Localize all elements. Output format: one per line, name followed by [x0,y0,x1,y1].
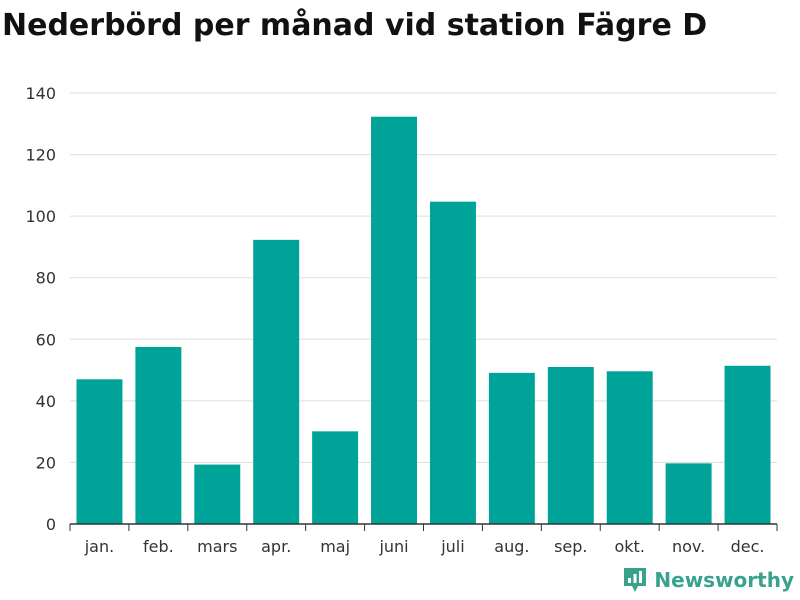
bar-chart-icon [624,568,647,592]
x-axis: jan. feb. mars apr. maj juni juli aug. sep. okt. n… [69,523,778,556]
x-tick-label: juli [440,537,464,556]
bar [253,239,300,525]
x-tick-label: sep. [554,537,587,556]
x-tick-label: aug. [494,537,529,556]
brand-name: Newsworthy [654,568,794,592]
y-tick-label: 80 [36,269,56,288]
x-tick-label: feb. [143,537,174,556]
bar [312,431,359,524]
y-tick-label: 100 [25,207,56,226]
bar [429,201,476,524]
x-tick-label: jan. [84,537,114,556]
bar [76,379,123,524]
bar [194,464,241,524]
bar [724,365,771,524]
x-tick-label: mars [197,537,237,556]
bar [135,346,182,524]
y-tick-label: 20 [36,453,56,472]
x-tick-label: maj [320,537,350,556]
x-tick-label: dec. [731,537,765,556]
y-tick-label: 40 [36,392,56,411]
chart-title: Nederbörd per månad vid station Fägre D [2,8,708,43]
x-tick-label: apr. [261,537,291,556]
x-tick-label: okt. [614,537,644,556]
bars [76,116,771,525]
y-tick-label: 0 [46,515,56,534]
bar [488,372,535,524]
brand-logo: Newsworthy [622,566,794,594]
x-tick-label: juni [378,537,408,556]
bar [665,463,712,524]
grid-lines [70,92,777,463]
bar [371,116,418,524]
y-tick-label: 60 [36,330,56,349]
y-tick-label: 140 [25,84,56,103]
bar [547,366,594,524]
y-axis-ticks: 0 20 40 60 80 100 120 140 [25,84,56,534]
y-tick-label: 120 [25,146,56,165]
x-tick-label: nov. [672,537,705,556]
bar [606,371,653,524]
